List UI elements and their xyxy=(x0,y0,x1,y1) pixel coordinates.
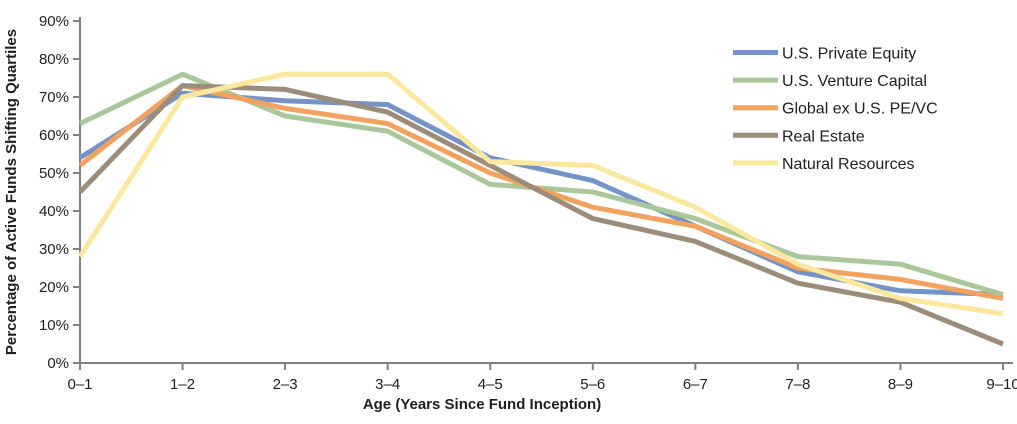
y-tick-label: 20% xyxy=(39,279,69,296)
y-tick-label: 30% xyxy=(39,241,69,258)
x-tick-label: 1–2 xyxy=(170,376,195,393)
y-tick-label: 70% xyxy=(39,89,69,106)
x-tick-label: 9–10 xyxy=(986,376,1017,393)
x-tick-label: 7–8 xyxy=(785,376,810,393)
x-tick-label: 4–5 xyxy=(478,376,503,393)
x-tick-label: 2–3 xyxy=(273,376,298,393)
y-axis-title: Percentage of Active Funds Shifting Quar… xyxy=(3,29,20,355)
y-tick-label: 50% xyxy=(39,165,69,182)
series-line-real-estate xyxy=(78,83,1004,347)
x-axis-title: Age (Years Since Fund Inception) xyxy=(363,396,601,413)
x-tick-label: 5–6 xyxy=(580,376,605,393)
legend-label: Real Estate xyxy=(782,128,865,145)
y-tick-label: 90% xyxy=(39,13,69,30)
x-tick-label: 8–9 xyxy=(888,376,913,393)
legend-label: Natural Resources xyxy=(782,156,915,173)
y-tick-label: 80% xyxy=(39,51,69,68)
legend-label: U.S. Private Equity xyxy=(782,46,916,63)
x-tick-label: 3–4 xyxy=(375,376,400,393)
y-tick-label: 40% xyxy=(39,203,69,220)
series-line-natural-resources xyxy=(77,71,1004,317)
x-tick-label: 6–7 xyxy=(683,376,708,393)
x-tick-label: 0–1 xyxy=(67,376,92,393)
y-tick-label: 0% xyxy=(47,355,69,372)
legend-label: Global ex U.S. PE/VC xyxy=(782,101,938,118)
legend-label: U.S. Venture Capital xyxy=(782,73,927,90)
y-tick-label: 60% xyxy=(39,127,69,144)
y-tick-label: 10% xyxy=(39,317,69,334)
